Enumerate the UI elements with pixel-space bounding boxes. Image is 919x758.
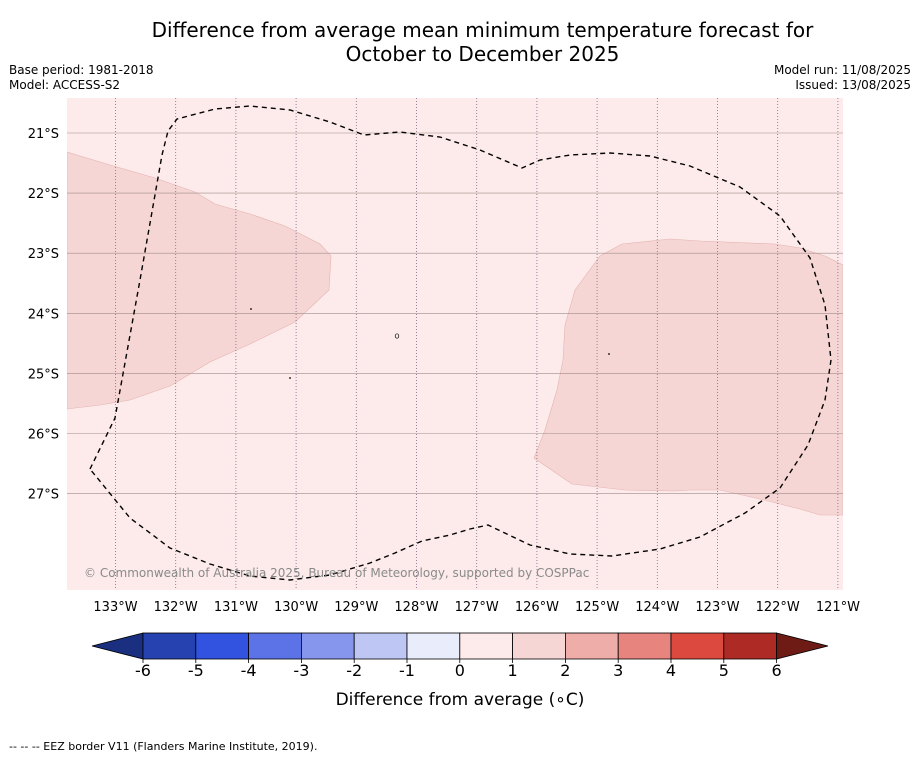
longitude-label: 125°W	[575, 600, 619, 615]
colorbar-segment	[512, 632, 566, 660]
model-run-text: Model run: 11/08/2025	[773, 63, 911, 77]
colorbar-tick-label: 6	[772, 661, 782, 680]
colorbar-tick-label: 4	[666, 661, 676, 680]
meta-left: Base period: 1981-2018 Model: ACCESS-S2	[9, 63, 154, 93]
latitude-label: 22°S	[28, 187, 59, 202]
longitude-label: 132°W	[154, 600, 198, 615]
colorbar-extension-low	[91, 632, 144, 660]
latitude-label: 25°S	[28, 367, 59, 382]
longitude-label: 124°W	[635, 600, 679, 615]
island-marker	[289, 377, 291, 379]
longitude-label: 121°W	[816, 600, 860, 615]
longitude-label: 126°W	[515, 600, 559, 615]
colorbar-tick-label: 0	[455, 661, 465, 680]
longitude-label: 122°W	[756, 600, 800, 615]
latitude-label: 21°S	[28, 127, 59, 142]
model-text: Model: ACCESS-S2	[9, 78, 121, 92]
grid-lines	[67, 98, 843, 590]
colorbar-tick-label: -4	[241, 661, 257, 680]
colorbar-tick-label: -5	[188, 661, 204, 680]
island-marker	[394, 333, 400, 339]
meta-right: Model run: 11/08/2025 Issued: 13/08/2025	[774, 63, 911, 93]
issued-text: Issued: 13/08/2025	[795, 78, 911, 92]
colorbar-segment	[195, 632, 250, 660]
colorbar-segment	[248, 632, 302, 660]
eez-legend-text: -- -- -- EEZ border V11 (Flanders Marine…	[9, 740, 318, 753]
colorbar-extension-high	[776, 632, 829, 660]
longitude-label: 128°W	[394, 600, 438, 615]
colorbar-tick-label: 2	[560, 661, 570, 680]
longitude-label: 127°W	[455, 600, 499, 615]
island-marker	[608, 353, 610, 355]
colorbar-segment	[459, 632, 513, 660]
longitude-label: 129°W	[334, 600, 378, 615]
latitude-labels: 21°S 22°S 23°S 24°S 25°S 26°S 27°S	[28, 127, 59, 503]
island-markers	[250, 308, 610, 379]
anomaly-region-west	[67, 151, 332, 410]
colorbar-segment	[142, 632, 197, 660]
longitude-label: 133°W	[93, 600, 137, 615]
anomaly-region-east	[533, 238, 843, 516]
colorbar-label: Difference from average (∘C)	[336, 690, 585, 710]
title-line-2: October to December 2025	[345, 42, 620, 66]
longitude-label: 130°W	[274, 600, 318, 615]
colorbar-segment	[565, 632, 619, 660]
island-marker	[250, 308, 252, 310]
colorbar-tick-label: 5	[719, 661, 729, 680]
latitude-label: 26°S	[28, 428, 59, 443]
latitude-label: 24°S	[28, 307, 59, 322]
colorbar-segment	[723, 632, 777, 660]
colorbar-segment	[670, 632, 725, 660]
latitude-label: 23°S	[28, 247, 59, 262]
longitude-labels: 133°W 132°W 131°W 130°W 129°W 128°W 127°W 126°W…	[93, 600, 860, 615]
colorbar-tick-label: 1	[508, 661, 518, 680]
colorbar-segment	[300, 632, 355, 660]
eez-border	[89, 105, 832, 581]
colorbar: -6 -5 -4 -3 -2 -1 0 1 2 3 4 5 6	[91, 632, 829, 680]
colorbar-tick-label: -2	[346, 661, 362, 680]
base-period-text: Base period: 1981-2018	[9, 63, 154, 77]
colorbar-tick-label: -6	[135, 661, 151, 680]
latitude-label: 27°S	[28, 488, 59, 503]
colorbar-tick-label: -1	[399, 661, 415, 680]
copyright-text: © Commonwealth of Australia 2025, Bureau…	[84, 566, 589, 580]
colorbar-tick-label: 3	[613, 661, 623, 680]
chart-title: Difference from average mean minimum tem…	[0, 18, 919, 66]
colorbar-segment	[617, 632, 672, 660]
longitude-label: 123°W	[695, 600, 739, 615]
title-line-1: Difference from average mean minimum tem…	[151, 18, 814, 42]
colorbar-segment	[406, 632, 461, 660]
longitude-label: 131°W	[214, 600, 258, 615]
colorbar-segment	[353, 632, 408, 660]
colorbar-tick-label: -3	[293, 661, 309, 680]
